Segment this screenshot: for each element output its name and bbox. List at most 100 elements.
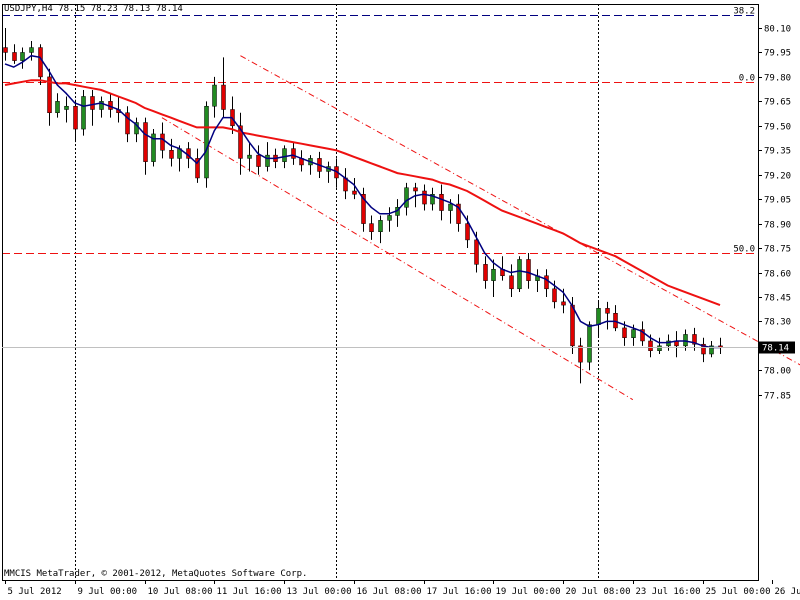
bull-candle [55,101,60,114]
fib-level-label: 50.0 [733,245,755,255]
bear-candle [552,288,557,303]
bear-candle [291,148,296,159]
x-tick-label: 11 Jul 16:00 [217,587,282,597]
x-tick-label: 19 Jul 00:00 [496,587,561,597]
trend-channel-line [240,55,800,366]
bear-candle [221,84,226,110]
bear-candle [570,304,575,347]
y-tick-label: 78.90 [764,221,791,231]
bear-candle [483,264,488,281]
y-tick-label: 78.45 [764,294,791,304]
bull-candle [683,334,688,347]
x-tick-label: 26 Jul 08:00 [775,587,800,597]
bear-candle [256,154,261,167]
bear-candle [692,334,697,345]
bear-candle [125,112,130,135]
x-tick-label: 13 Jul 00:00 [287,587,352,597]
bull-candle [151,133,156,162]
bear-candle [613,313,618,329]
bear-candle [509,275,514,290]
y-tick-label: 79.20 [764,172,791,182]
plot-frame [2,4,759,581]
y-tick-label: 80.10 [764,25,791,35]
symbol-label: USDJPY,H4 [4,4,53,14]
chart-header: USDJPY,H4 78.15 78.23 78.13 78.14 [4,4,183,14]
bear-candle [169,150,174,159]
y-tick-label: 79.80 [764,74,791,84]
bear-candle [422,190,427,205]
y-tick-label: 79.50 [764,123,791,133]
bear-candle [195,158,200,179]
y-axis-labels: 80.10 79.95 79.80 79.65 79.50 79.35 79.20 79.05… [758,25,795,402]
bull-candle [99,101,104,110]
bear-candle [238,125,243,159]
bear-candle [90,96,95,110]
x-tick-label: 23 Jul 16:00 [636,587,701,597]
bear-candle [361,194,366,224]
bear-candle [648,340,653,351]
bear-candle [526,259,531,281]
copyright-label: MMCIS MetaTrader, © 2001-2012, MetaQuote… [4,569,308,579]
x-tick-label: 9 Jul 00:00 [78,587,138,597]
x-tick-label: 16 Jul 08:00 [357,587,422,597]
moving-average-layer [4,54,721,349]
bear-candle [73,105,78,130]
y-tick-label: 78.75 [764,245,791,255]
bull-candle [378,220,383,232]
bear-candle [12,52,17,61]
y-tick-label: 78.60 [764,270,791,280]
fib-level-label: 0.0 [739,74,755,84]
fib-level-label: 38.2 [733,7,755,17]
x-tick-label: 17 Jul 16:00 [427,587,492,597]
x-tick-label: 10 Jul 08:00 [148,587,213,597]
bear-candle [456,203,461,224]
bull-candle [709,345,714,355]
bear-candle [369,223,374,233]
bear-candle [701,343,706,355]
current-price-label: 78.14 [762,344,789,354]
bear-candle [352,190,357,195]
axes-layer [2,4,759,581]
y-tick-label: 78.00 [764,367,791,377]
bull-candle [666,340,671,347]
bull-candle [29,47,34,53]
y-tick-label: 79.95 [764,49,791,59]
candles-layer [3,28,723,384]
bear-candle [160,133,165,151]
bull-candle [81,96,86,130]
ohlc-label: 78.15 78.23 78.13 78.14 [58,4,183,14]
bull-candle [448,203,453,211]
bear-candle [605,308,610,314]
x-axis-labels: 5 Jul 2012 9 Jul 00:00 10 Jul 08:00 11 Jul … [5,580,800,597]
y-tick-label: 77.85 [764,392,791,402]
bull-candle [387,215,392,221]
bull-candle [64,105,69,110]
slow-moving-average [4,79,721,307]
bull-candle [657,345,662,351]
y-tick-label: 78.30 [764,318,791,328]
bear-candle [47,76,52,114]
bear-candle [143,122,148,162]
bull-candle [247,154,252,159]
bull-candle [596,308,601,325]
bull-candle [517,259,522,290]
bull-candle [587,324,592,363]
bull-candle [404,187,409,208]
bear-candle [640,329,645,342]
bear-candle [465,223,470,241]
bull-candle [212,84,217,107]
bull-candle [430,194,435,205]
bull-candle [204,105,209,179]
y-tick-label: 79.05 [764,196,791,206]
bear-candle [622,327,627,338]
x-tick-label: 5 Jul 2012 [8,587,62,597]
bull-candle [491,268,496,281]
current-price-box [759,341,795,354]
bull-candle [631,329,636,338]
bull-candle [282,148,287,162]
bear-candle [544,275,549,290]
y-tick-label: 79.35 [764,147,791,157]
bull-candle [265,154,270,167]
